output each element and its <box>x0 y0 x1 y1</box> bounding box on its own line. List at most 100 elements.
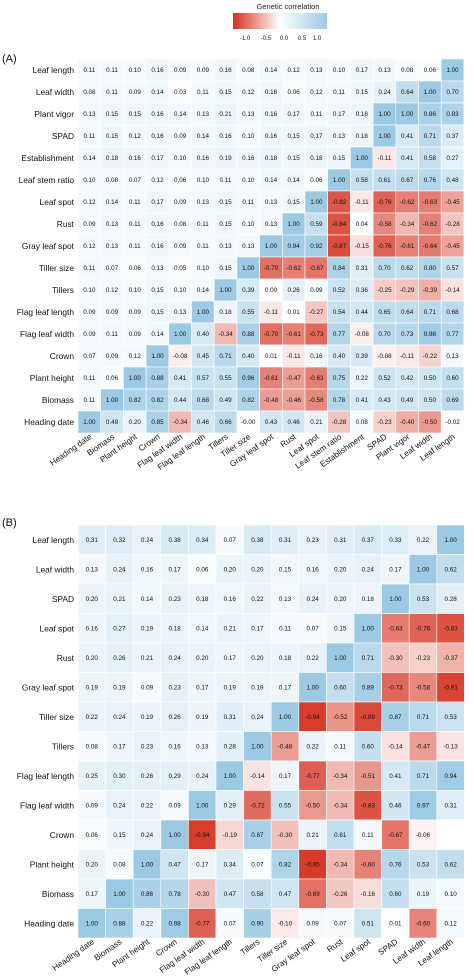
cell-value-label: 0.11 <box>129 199 141 206</box>
cell-value-label: 0.97 <box>417 802 430 809</box>
row-label-plant-height: Plant height <box>30 859 75 869</box>
cell-value-label: 0.10 <box>83 177 96 184</box>
cell-value-label: 1.00 <box>424 89 437 96</box>
legend-colorbar <box>233 13 327 29</box>
cell-value-label: 0.71 <box>417 773 430 780</box>
cell-value-label: 0.07 <box>251 861 264 868</box>
heatmap-cell <box>270 819 300 850</box>
cell-value-label: 0.12 <box>242 89 255 96</box>
row-label-crown: Crown <box>50 351 75 361</box>
cell-value-label: -0.67 <box>309 265 324 272</box>
cell-value-label: 0.78 <box>168 891 181 898</box>
heatmap-cell <box>408 554 438 585</box>
heatmap-cell <box>160 613 189 644</box>
cell-value-label: 0.55 <box>279 802 292 809</box>
cell-value-label: 0.20 <box>334 596 347 603</box>
cell-value-label: 0.34 <box>196 537 209 544</box>
cell-value-label: 0.05 <box>174 265 187 272</box>
cell-value-label: 0.68 <box>197 397 210 404</box>
heatmap-cell <box>105 642 134 673</box>
heatmap-cell <box>270 878 300 909</box>
cell-value-label: 0.15 <box>219 199 232 206</box>
cell-value-label: 0.15 <box>356 89 369 96</box>
cell-value-label: 0.14 <box>83 155 96 162</box>
cell-value-label: 0.09 <box>197 67 210 74</box>
cell-value-label: 0.27 <box>113 625 126 632</box>
cell-value-label: 1.00 <box>417 566 430 573</box>
cell-value-label: 0.40 <box>333 353 346 360</box>
cell-value-label: -0.70 <box>264 331 279 338</box>
cell-value-label: 0.12 <box>444 920 457 927</box>
legend-tick-5: 1.0 <box>313 36 322 42</box>
cell-value-label: 0.17 <box>113 743 126 750</box>
cell-value-label: -0.58 <box>377 221 392 228</box>
cell-value-label: 0.38 <box>168 537 181 544</box>
cell-value-label: 0.11 <box>220 177 232 184</box>
cell-value-label: 0.31 <box>356 265 369 272</box>
cell-value-label: 0.53 <box>417 861 430 868</box>
row-label-tiller-size: Tiller size <box>39 712 74 722</box>
cell-value-label: 1.00 <box>168 832 181 839</box>
heatmap-cell <box>77 613 106 644</box>
heatmap-cell <box>132 849 162 880</box>
heatmap-cell <box>243 849 272 880</box>
cell-value-label: 0.13 <box>242 111 255 118</box>
heatmap-cell <box>436 642 465 673</box>
cell-value-label: 0.11 <box>362 832 374 839</box>
heatmap-cell <box>243 908 272 939</box>
cell-value-label: 0.17 <box>279 773 292 780</box>
cell-value-label: -0.62 <box>400 199 415 206</box>
cell-value-label: 0.16 <box>141 566 154 573</box>
cell-value-label: 1.00 <box>224 773 237 780</box>
heatmap-cell <box>270 790 300 821</box>
cell-value-label: -0.50 <box>305 802 320 809</box>
heatmap-cell <box>408 908 438 939</box>
cell-value-label: -0.94 <box>195 832 210 839</box>
cell-value-label: -0.30 <box>388 655 403 662</box>
cell-value-label: 0.17 <box>151 199 164 206</box>
cell-value-label: -0.47 <box>416 743 431 750</box>
heatmap-cell <box>105 613 134 644</box>
col-label-spad: SPAD <box>377 937 400 957</box>
cell-value-label: -0.76 <box>377 199 392 206</box>
cell-value-label: 0.96 <box>242 375 255 382</box>
cell-value-label: 0.08 <box>113 861 126 868</box>
cell-value-label: 0.09 <box>174 133 187 140</box>
cell-value-label: 1.00 <box>389 596 402 603</box>
cell-value-label: 0.25 <box>86 773 99 780</box>
cell-value-label: 0.57 <box>446 265 459 272</box>
cell-value-label: 0.27 <box>446 155 459 162</box>
cell-value-label: 0.53 <box>444 714 457 721</box>
cell-value-label: 0.19 <box>141 714 154 721</box>
cell-value-label: -0.14 <box>445 287 460 294</box>
cell-value-label: 0.09 <box>129 89 142 96</box>
heatmap-cell <box>353 583 382 614</box>
cell-value-label: 0.82 <box>242 397 255 404</box>
heatmap-cell <box>188 672 217 703</box>
cell-value-label: 0.23 <box>168 596 181 603</box>
cell-value-label: 0.10 <box>197 177 210 184</box>
cell-value-label: -0.72 <box>250 802 265 809</box>
cell-value-label: 0.98 <box>424 331 437 338</box>
cell-value-label: -0.28 <box>332 419 347 426</box>
col-label-leaf-spot: Leaf spot <box>339 937 372 964</box>
heatmap-cell <box>105 849 134 880</box>
cell-value-label: 0.17 <box>251 625 264 632</box>
cell-value-label: 0.11 <box>334 743 346 750</box>
cell-value-label: 1.00 <box>106 397 119 404</box>
cell-value-label: 1.00 <box>265 243 278 250</box>
cell-value-label: 0.38 <box>251 537 264 544</box>
cell-value-label: 0.07 <box>106 265 119 272</box>
cell-value-label: 0.41 <box>389 773 402 780</box>
cell-value-label: -0.51 <box>361 773 376 780</box>
cell-value-label: 0.12 <box>83 243 96 250</box>
cell-value-label: 0.16 <box>265 111 278 118</box>
cell-value-label: -0.00 <box>241 419 256 426</box>
cell-value-label: 0.07 <box>83 353 96 360</box>
row-label-biomass: Biomass <box>42 395 74 405</box>
cell-value-label: 0.71 <box>417 714 430 721</box>
panel-label-b: (B) <box>2 517 17 529</box>
cell-value-label: 1.00 <box>83 419 96 426</box>
cell-value-label: 0.01 <box>288 309 301 316</box>
cell-value-label: 0.08 <box>83 89 96 96</box>
